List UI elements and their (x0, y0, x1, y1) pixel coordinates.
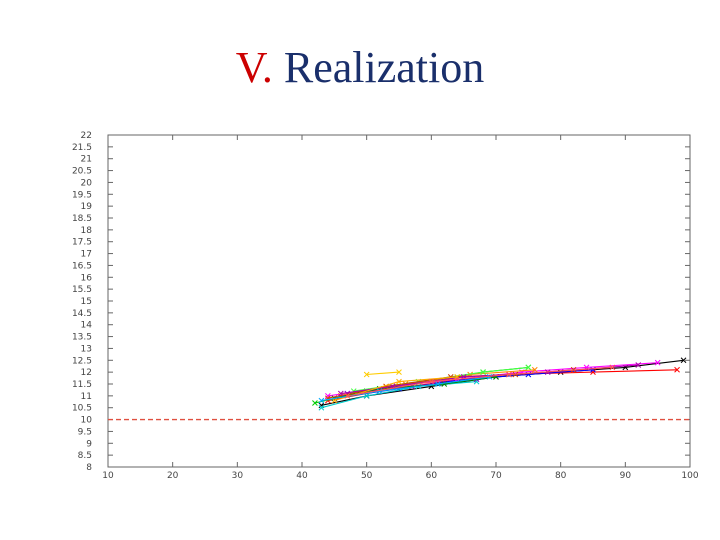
x-tick-labels: 10 20 30 40 50 60 70 80 90 100 (102, 471, 699, 481)
y-tick-label: 20 (81, 178, 93, 188)
series-line (321, 359, 684, 406)
data-point (674, 366, 680, 373)
data-point (590, 369, 596, 375)
x-tick-label: 30 (232, 471, 244, 481)
data-point (312, 400, 318, 406)
y-tick-label: 12 (81, 368, 92, 378)
data-point (486, 374, 493, 380)
x-tick-label: 50 (361, 471, 373, 481)
plot-frame (107, 134, 691, 468)
series-line (366, 371, 400, 376)
data-point (635, 362, 642, 368)
x-tick-label: 70 (490, 471, 502, 481)
series-group (312, 357, 687, 411)
x-tick-label: 10 (102, 471, 114, 481)
y-tick-label: 18.5 (72, 214, 92, 224)
slide-title-text: Realization (283, 43, 485, 92)
x-tick-label: 100 (681, 471, 698, 481)
data-point (654, 359, 661, 366)
data-point (396, 378, 402, 385)
data-point (525, 364, 532, 371)
series-16 (344, 364, 616, 399)
y-tick-label: 13.5 (72, 333, 92, 343)
data-point (609, 364, 616, 371)
y-tick-label: 17.5 (72, 238, 92, 248)
data-point (434, 381, 441, 387)
y-tick-label: 8 (86, 463, 92, 473)
slide-title: V. Realization (0, 40, 720, 96)
x-tick-label: 20 (167, 471, 179, 481)
data-point (337, 390, 344, 397)
y-tick-label: 10 (81, 416, 93, 426)
x-tick-label: 80 (555, 471, 567, 481)
data-point (363, 393, 370, 399)
data-point (680, 357, 687, 364)
y-tick-label: 9 (86, 439, 92, 449)
series-7 (363, 369, 402, 378)
y-tick-label: 9.5 (78, 427, 92, 437)
y-tick-label: 21.5 (72, 143, 92, 153)
y-tick-label: 19.5 (72, 190, 92, 200)
series-line (347, 366, 613, 397)
y-tick-label: 21 (81, 155, 92, 165)
data-point (318, 404, 325, 411)
y-tick-label: 18 (81, 226, 93, 236)
y-tick-label: 19 (81, 202, 93, 212)
data-point (480, 369, 486, 375)
data-point (318, 397, 325, 404)
data-point (344, 393, 351, 399)
y-tick-label: 8.5 (78, 451, 92, 461)
y-tick-label: 16.5 (72, 261, 92, 271)
y-tick-label: 20.5 (72, 167, 92, 177)
data-point (376, 388, 383, 394)
y-tick-label: 15.5 (72, 285, 92, 295)
data-point (506, 371, 512, 378)
slide-number: V. (235, 43, 273, 92)
chart-axes (107, 134, 691, 468)
y-tick-label: 15 (81, 297, 92, 307)
y-tick-label: 14 (81, 321, 93, 331)
x-tick-label: 60 (426, 471, 438, 481)
y-tick-label: 13 (81, 344, 92, 354)
data-point (396, 369, 402, 375)
y-tick-label: 16 (81, 273, 93, 283)
data-point (363, 371, 370, 378)
x-tick-label: 40 (296, 471, 308, 481)
data-point (428, 378, 435, 385)
y-tick-label: 10.5 (72, 404, 92, 414)
y-tick-label: 14.5 (72, 309, 92, 319)
x-tick-label: 90 (620, 471, 632, 481)
y-tick-label: 12.5 (72, 356, 92, 366)
data-point (531, 366, 538, 373)
y-tick-label: 11.5 (72, 380, 92, 390)
y-tick-label: 17 (81, 250, 92, 260)
y-tick-label: 22 (81, 131, 92, 141)
y-tick-label: 11 (81, 392, 92, 402)
